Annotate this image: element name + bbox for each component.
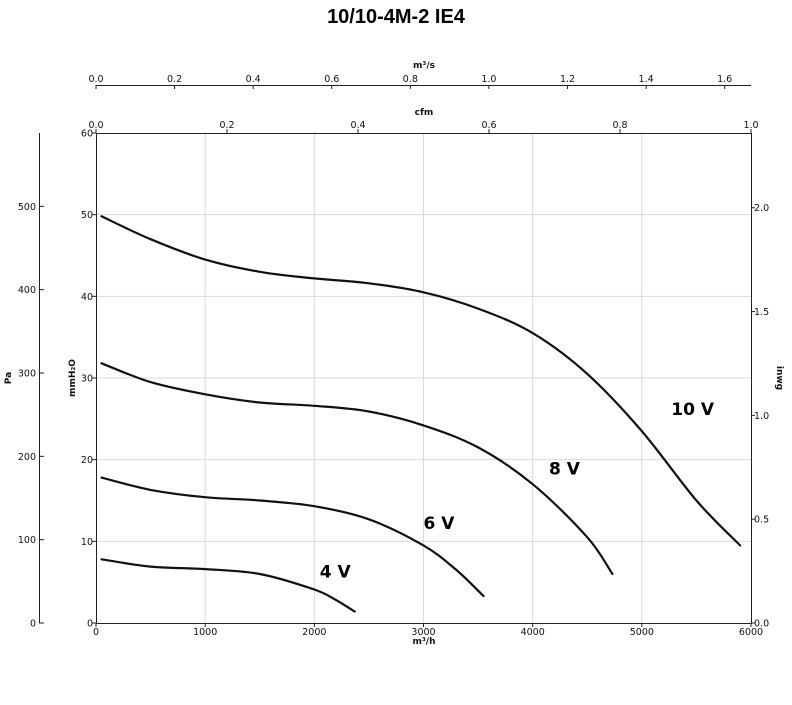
top-outer-tick-label: 0.0 [88,74,103,85]
curve-8v [100,362,614,576]
bottom-tick-label: 0 [93,627,99,638]
curve-4v [100,558,356,613]
far-left-tick-label: 300 [18,369,36,380]
left-tick-label: 40 [81,292,93,303]
top-inner-tick-label: 0.4 [350,120,365,131]
bottom-tick-label: 4000 [521,627,545,638]
right-axis-label: inwg [774,366,784,390]
curve-6v [100,476,485,598]
far-left-tick-label: 200 [18,452,36,463]
far-left-axis-label: Pa [4,372,14,384]
bottom-tick-label: 6000 [739,627,763,638]
top-inner-tick-label: 0.0 [88,120,103,131]
top-outer-tick-label: 1.2 [560,74,575,85]
right-tick-label: 2.0 [754,203,769,214]
top-inner-axis-label: cfm [415,108,434,118]
left-axis-label: mmH₂O [68,359,78,397]
bottom-tick-label: 3000 [411,627,435,638]
left-tick-label: 0 [87,619,93,630]
far-left-tick-label: 0 [30,619,36,630]
right-tick-label: 1.5 [754,307,769,318]
left-tick-label: 50 [81,210,93,221]
top-outer-tick-label: 0.8 [403,74,418,85]
top-inner-tick-label: 0.8 [612,120,627,131]
curve-label-10v: 10 V [671,400,715,420]
curve-10v [100,215,742,547]
top-inner-tick-label: 0.6 [481,120,496,131]
right-tick-label: 0.0 [754,619,769,630]
top-outer-tick-label: 0.6 [324,74,339,85]
right-tick-label: 0.5 [754,515,769,526]
left-tick-label: 60 [81,129,93,140]
fan-curves: 10 V 8 V 6 V 4 V [100,215,742,613]
left-tick-label: 10 [81,537,93,548]
bottom-tick-label: 2000 [302,627,326,638]
top-outer-tick-label: 1.4 [639,74,654,85]
far-left-tick-label: 500 [18,202,36,213]
curve-label-8v: 8 V [549,459,581,479]
far-left-tick-label: 400 [18,285,36,296]
top-outer-tick-label: 0.2 [167,74,182,85]
axis-ticks: 0 1000 2000 3000 4000 5000 6000010203040506001… [18,74,769,638]
chart-title: 10/10-4M-2 IE4 [327,6,465,28]
far-left-tick-label: 100 [18,535,36,546]
top-outer-tick-label: 1.0 [481,74,496,85]
right-tick-label: 1.0 [754,411,769,422]
top-outer-tick-label: 1.6 [717,74,732,85]
bottom-axis-label: m³/h [412,637,435,647]
top-outer-tick-label: 0.4 [246,74,261,85]
curve-label-6v: 6 V [424,514,456,534]
grid-lines [96,133,751,623]
bottom-tick-label: 5000 [630,627,654,638]
left-tick-label: 30 [81,374,93,385]
curve-label-4v: 4 V [320,562,352,582]
top-inner-tick-label: 0.2 [219,120,234,131]
left-tick-label: 20 [81,455,93,466]
top-outer-axis-label: m³/s [413,61,435,71]
bottom-tick-label: 1000 [193,627,217,638]
top-inner-tick-label: 1.0 [743,120,758,131]
